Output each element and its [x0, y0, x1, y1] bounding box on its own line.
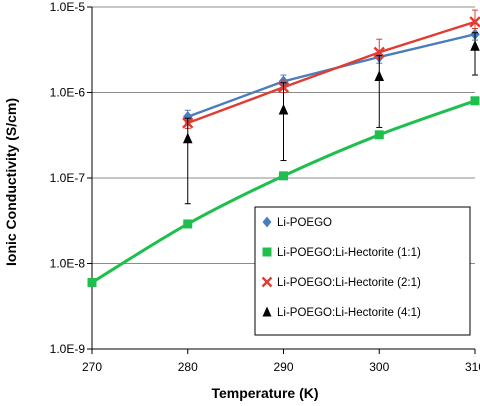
plot-area [87, 9, 480, 287]
series-1-line [187, 33, 476, 118]
y-tick-label-1: 1.0E-8 [50, 257, 86, 271]
series-2-point-5 [470, 96, 480, 106]
series-4 [182, 32, 480, 205]
series-3-line [187, 20, 476, 125]
legend-marker-3-b [261, 276, 273, 288]
series-4-point-4 [470, 40, 480, 51]
series-3-point-3 [373, 46, 385, 58]
y-tick-label-0: 1.0E-9 [50, 342, 86, 356]
legend-marker-4 [262, 306, 272, 317]
x-tick-label-0: 270 [82, 360, 102, 374]
legend-marker-1 [262, 216, 272, 228]
x-tick-label-4: 310 [465, 360, 480, 374]
series-2-point-4 [374, 130, 384, 140]
x-tick-label-1: 280 [178, 360, 198, 374]
legend-box [254, 206, 471, 336]
legend-label-3: Li-POEGO:Li-Hectorite (2:1) [277, 277, 421, 289]
legend: Li-POEGO Li-POEGO:Li-Hectorite (1:1) Li-PO… [254, 206, 471, 336]
series-2 [87, 96, 480, 287]
x-tick-label-2: 290 [273, 360, 293, 374]
y-axis-label: Ionic Conductivity (S/cm) [3, 98, 19, 266]
legend-label-4: Li-POEGO:Li-Hectorite (4:1) [277, 307, 421, 319]
series-2-point-2 [183, 219, 193, 229]
series-3-point-4 [469, 16, 480, 28]
x-axis-label: Temperature (K) [211, 385, 318, 401]
y-tick-label-4: 1.0E-5 [50, 0, 86, 14]
legend-label-2: Li-POEGO:Li-Hectorite (1:1) [277, 247, 421, 259]
legend-marker-3 [261, 276, 273, 288]
series-3 [182, 9, 480, 129]
axes [87, 6, 476, 354]
series-3-point-4-b [469, 16, 480, 28]
series-3-point-3-b [373, 46, 385, 58]
y-tick-label-3: 1.0E-6 [50, 86, 86, 100]
tick-labels: 1.0E-9 1.0E-8 1.0E-7 1.0E-6 1.0E-5 270 280 290 3… [50, 0, 480, 374]
legend-marker-2 [262, 247, 272, 257]
series-4-point-3 [374, 70, 385, 82]
series-2-point-1 [87, 277, 97, 287]
y-tick-label-2: 1.0E-7 [50, 171, 86, 185]
x-tick-label-3: 300 [369, 360, 389, 374]
series-4-point-1 [182, 132, 193, 144]
legend-label-1: Li-POEGO [277, 217, 332, 229]
series-4-point-2 [278, 103, 289, 115]
series-2-point-3 [279, 171, 288, 181]
